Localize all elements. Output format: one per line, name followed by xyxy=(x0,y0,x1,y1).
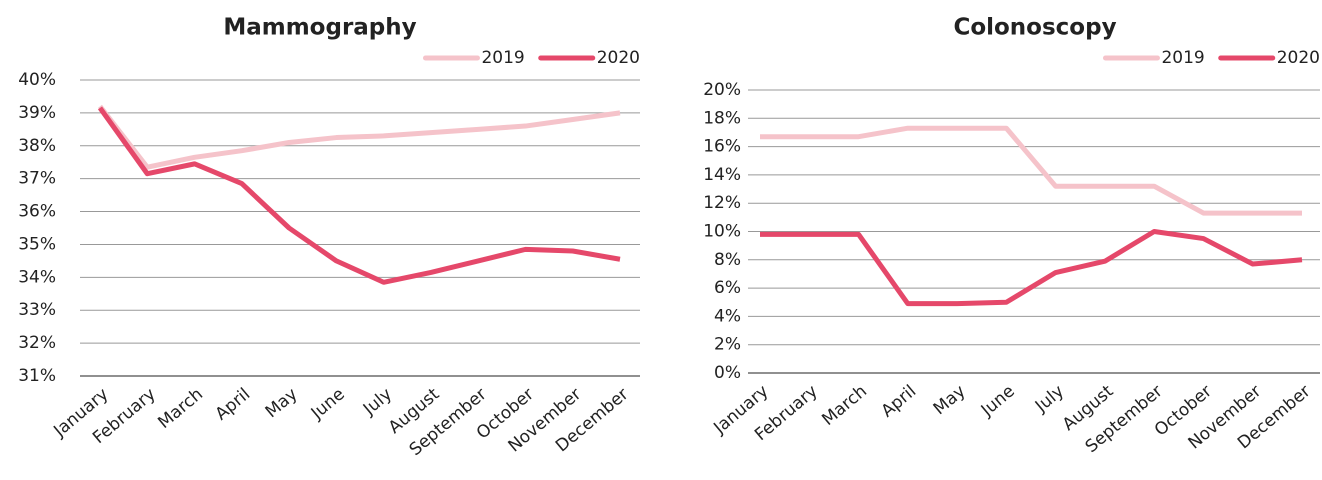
legend-label: 2020 xyxy=(597,48,640,68)
legend-label: 2020 xyxy=(1277,48,1320,68)
y-tick-label: 0% xyxy=(714,363,741,383)
x-tick-label: March xyxy=(154,384,207,433)
chart-title: Mammography xyxy=(223,15,416,41)
y-tick-label: 34% xyxy=(18,267,56,287)
x-tick-label: April xyxy=(878,381,921,421)
y-tick-label: 35% xyxy=(18,234,56,254)
x-tick-label: June xyxy=(977,381,1019,421)
chart-title: Colonoscopy xyxy=(953,15,1116,41)
x-tick-label: July xyxy=(359,384,396,420)
legend-label: 2019 xyxy=(481,48,524,68)
x-tick-label: July xyxy=(1031,381,1068,417)
x-tick-label: April xyxy=(212,384,255,424)
y-tick-label: 31% xyxy=(18,366,56,386)
y-tick-label: 18% xyxy=(703,108,741,128)
y-tick-label: 39% xyxy=(18,103,56,123)
x-tick-label: June xyxy=(307,384,349,424)
y-tick-label: 6% xyxy=(714,278,741,298)
series-line xyxy=(760,125,1302,216)
y-tick-label: 16% xyxy=(703,137,741,157)
x-tick-label: May xyxy=(930,381,970,419)
y-tick-label: 38% xyxy=(18,136,56,156)
y-tick-label: 2% xyxy=(714,335,741,355)
y-tick-label: 40% xyxy=(18,70,56,90)
legend-label: 2019 xyxy=(1161,48,1204,68)
y-tick-label: 14% xyxy=(703,165,741,185)
series-line xyxy=(760,229,1303,307)
y-tick-label: 20% xyxy=(703,80,741,100)
series-line xyxy=(97,106,621,285)
x-tick-label: March xyxy=(818,381,871,430)
y-tick-label: 12% xyxy=(703,193,741,213)
y-tick-label: 37% xyxy=(18,169,56,189)
y-tick-label: 36% xyxy=(18,202,56,222)
y-tick-label: 4% xyxy=(714,306,741,326)
y-tick-label: 33% xyxy=(18,300,56,320)
series-line xyxy=(98,104,621,170)
y-tick-label: 32% xyxy=(18,333,56,353)
x-tick-label: May xyxy=(262,384,302,422)
y-tick-label: 8% xyxy=(714,250,741,270)
y-tick-label: 10% xyxy=(703,222,741,242)
